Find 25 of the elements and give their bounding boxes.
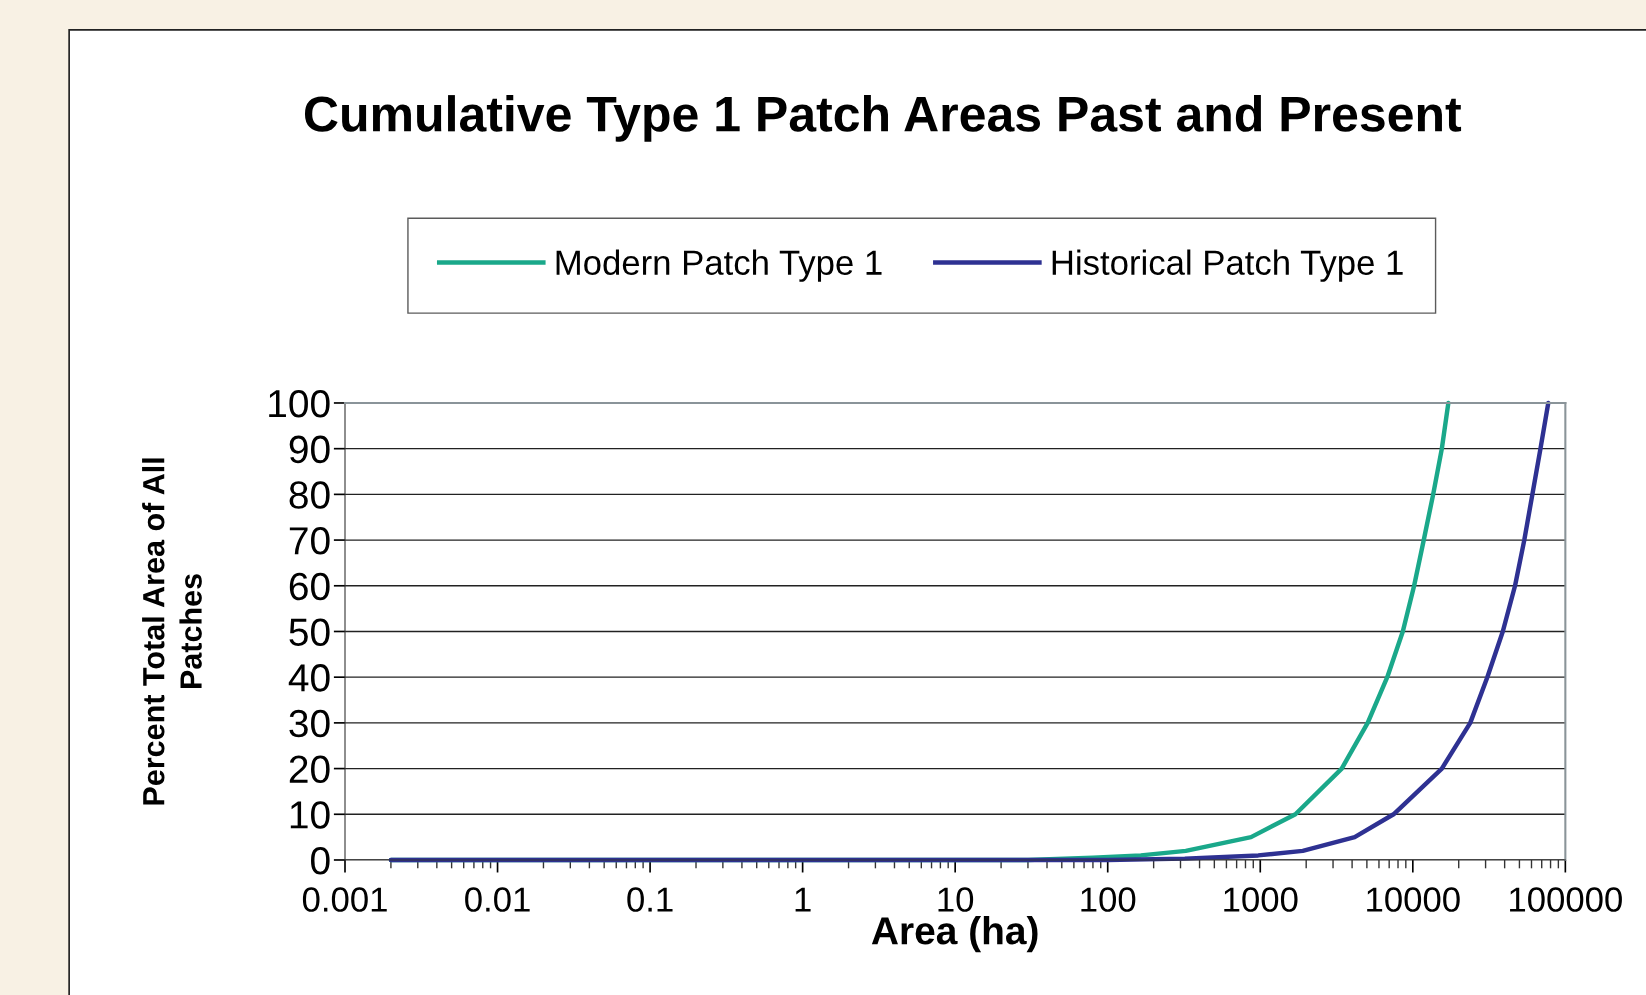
- x-tick-label: 100: [1081, 887, 1136, 912]
- y-tick-label: 40: [288, 664, 330, 692]
- y-tick-label: 10: [290, 801, 330, 829]
- y-tick-label: 50: [289, 618, 330, 646]
- x-tick-label: 1: [795, 887, 811, 912]
- y-tick-label: 20: [289, 755, 330, 784]
- x-tick-label: 1000: [1224, 887, 1298, 912]
- x-tick-label: 10000: [1367, 887, 1460, 912]
- y-tick-label: 30: [289, 709, 330, 738]
- y-tick-label: 0: [311, 846, 330, 875]
- x-axis-title: Area (ha): [871, 915, 1038, 953]
- y-tick-label: 70: [289, 527, 330, 555]
- legend-label: Historical Patch Type 1: [1052, 249, 1403, 282]
- chart-title: Cumulative Type 1 Patch Areas Past and Present: [304, 95, 1462, 142]
- x-tick-label: 0.001: [302, 887, 387, 912]
- x-tick-label: 0.1: [627, 887, 673, 912]
- x-tick-label: 100000: [1510, 887, 1622, 912]
- y-tick-label: 80: [289, 481, 330, 509]
- legend-label: Modern Patch Type 1: [556, 249, 882, 282]
- y-tick-label: 90: [289, 435, 330, 464]
- y-axis-title: Percent Total Area of All Patches: [142, 458, 202, 805]
- x-tick-label: 0.01: [465, 887, 530, 912]
- y-tick-label: 100: [269, 389, 330, 418]
- x-tick-label: 10: [938, 887, 974, 912]
- y-tick-label: 60: [289, 572, 330, 601]
